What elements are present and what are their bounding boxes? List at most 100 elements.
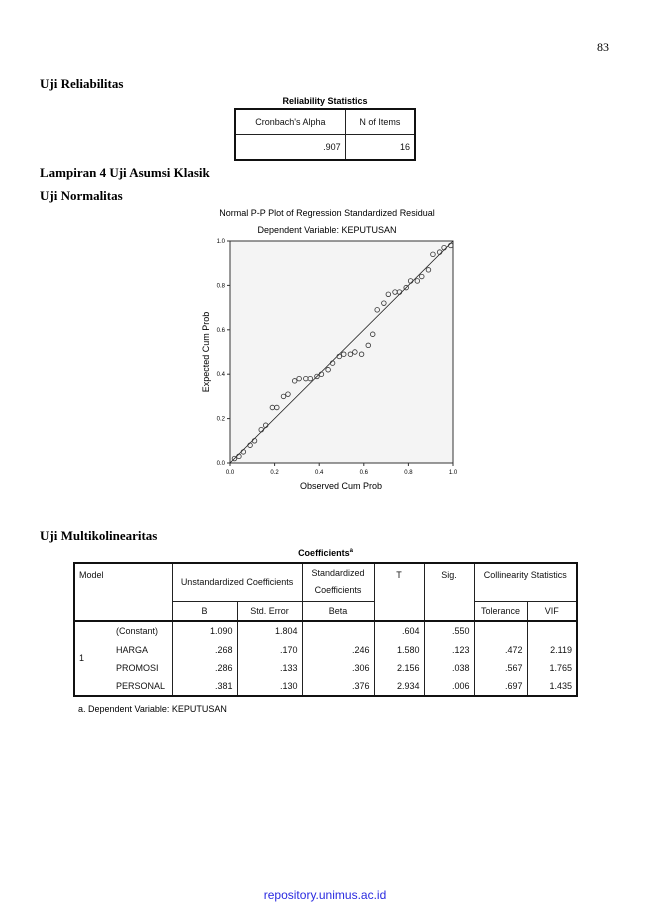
point xyxy=(285,391,291,397)
x-tick-label: 0.4 xyxy=(315,470,324,476)
point xyxy=(370,331,376,337)
point xyxy=(448,242,454,249)
cell: .268 xyxy=(171,640,238,659)
header-cell: N of Items xyxy=(344,108,416,135)
cell: 1.804 xyxy=(236,620,303,641)
y-tick-label: 0.4 xyxy=(217,372,226,378)
point xyxy=(325,367,331,373)
point xyxy=(419,273,425,280)
header-cell: T xyxy=(373,562,425,621)
y-tick-label: 0.6 xyxy=(217,328,226,334)
y-tick-label: 0.2 xyxy=(217,417,226,423)
cell: .604 xyxy=(373,620,425,641)
cell: .286 xyxy=(171,658,238,677)
cell: 16 xyxy=(344,134,416,161)
point xyxy=(231,455,238,462)
point xyxy=(396,289,403,295)
x-tick-label: 0.6 xyxy=(360,470,369,476)
point xyxy=(262,422,269,428)
header-cell: B xyxy=(171,600,238,621)
point xyxy=(274,404,280,411)
cell: .381 xyxy=(171,676,238,696)
point xyxy=(365,342,371,349)
point xyxy=(403,284,409,291)
cell xyxy=(473,620,528,641)
cell xyxy=(526,620,578,641)
cell: .130 xyxy=(236,676,303,696)
cell: (Constant) xyxy=(112,620,173,641)
page-number: 83 xyxy=(597,40,609,54)
header-cell: Sig. xyxy=(423,562,475,621)
point xyxy=(341,351,347,357)
header-cell: Model xyxy=(73,562,173,621)
header-cell: Beta xyxy=(301,600,375,621)
heading: Lampiran 4 Uji Asumsi Klasik xyxy=(40,165,210,180)
row: HARGA .268.170.246 1.580.123.472 2.119 xyxy=(74,640,578,659)
point xyxy=(347,351,354,357)
cell: .907 xyxy=(234,134,346,161)
y-tick-label: 0.8 xyxy=(217,283,226,289)
point xyxy=(414,278,421,284)
cell: .376 xyxy=(301,676,375,696)
title-text: Coefficients xyxy=(298,548,350,558)
footnote: a. Dependent Variable: KEPUTUSAN xyxy=(78,704,227,714)
cell: HARGA xyxy=(112,640,173,659)
chart-subtitle: Dependent Variable: KEPUTUSAN xyxy=(258,225,397,235)
reference-line xyxy=(229,240,454,464)
heading: Uji Reliabilitas xyxy=(40,76,124,91)
cell: .472 xyxy=(473,640,528,659)
cell: .006 xyxy=(423,676,475,696)
y-tick-label: 0.0 xyxy=(217,461,226,467)
cell: .550 xyxy=(423,620,475,641)
header-cell: Collinearity Statistics xyxy=(473,562,578,602)
chart-title: Normal P-P Plot of Regression Standardiz… xyxy=(219,208,434,218)
row: PROMOSI .286.133.306 2.156.038.567 1.765 xyxy=(74,658,578,677)
point xyxy=(240,449,247,455)
pp-plot: Normal P-P Plot of Regression Standardiz… xyxy=(201,208,458,491)
x-tick-label: 0.8 xyxy=(404,470,413,476)
x-tick-label: 0.0 xyxy=(226,470,235,476)
point xyxy=(291,378,298,384)
header-cell: Tolerance xyxy=(473,600,528,621)
point xyxy=(352,349,358,355)
y-tick-label: 1.0 xyxy=(217,239,226,245)
point xyxy=(258,426,264,433)
header-cell: Std. Error xyxy=(236,600,303,621)
point xyxy=(251,438,258,444)
cell: .170 xyxy=(236,640,303,659)
cell: 2.156 xyxy=(373,658,425,677)
coefficients-table: Model Unstandardized Coefficients Standa… xyxy=(73,562,579,697)
x-tick-label: 1.0 xyxy=(449,470,458,476)
x-axis-label: Observed Cum Prob xyxy=(300,481,382,491)
reliability-table: Cronbach's Alpha N of Items .907 16 xyxy=(234,108,416,161)
cell: 1.580 xyxy=(373,640,425,659)
cell: .697 xyxy=(473,676,528,696)
point xyxy=(329,360,336,366)
cell: .123 xyxy=(423,640,475,659)
point xyxy=(425,267,432,273)
point xyxy=(441,244,447,251)
point xyxy=(430,251,436,258)
heading: Uji Multikolinearitas xyxy=(40,528,158,543)
point xyxy=(280,393,287,400)
cell: PERSONAL xyxy=(112,676,173,696)
y-axis-label: Expected Cum Prob xyxy=(201,312,211,393)
header-cell: VIF xyxy=(526,600,578,621)
header-cell: Cronbach's Alpha xyxy=(234,108,346,135)
point xyxy=(381,300,387,306)
cell: 1.765 xyxy=(526,658,578,677)
cell: 1.435 xyxy=(526,676,578,696)
cell: 1.090 xyxy=(171,620,238,641)
table-title: Coefficientsa xyxy=(73,548,578,558)
footer: repository.unimus.ac.id xyxy=(263,888,387,902)
cell xyxy=(301,620,375,641)
point xyxy=(385,291,392,297)
point xyxy=(407,278,414,284)
point xyxy=(336,353,342,360)
point xyxy=(247,442,253,448)
row: 1 (Constant) 1.090 1.804 .604.550 xyxy=(73,620,578,696)
cell: .133 xyxy=(236,658,303,677)
point xyxy=(374,307,380,313)
cell: .038 xyxy=(423,658,475,677)
